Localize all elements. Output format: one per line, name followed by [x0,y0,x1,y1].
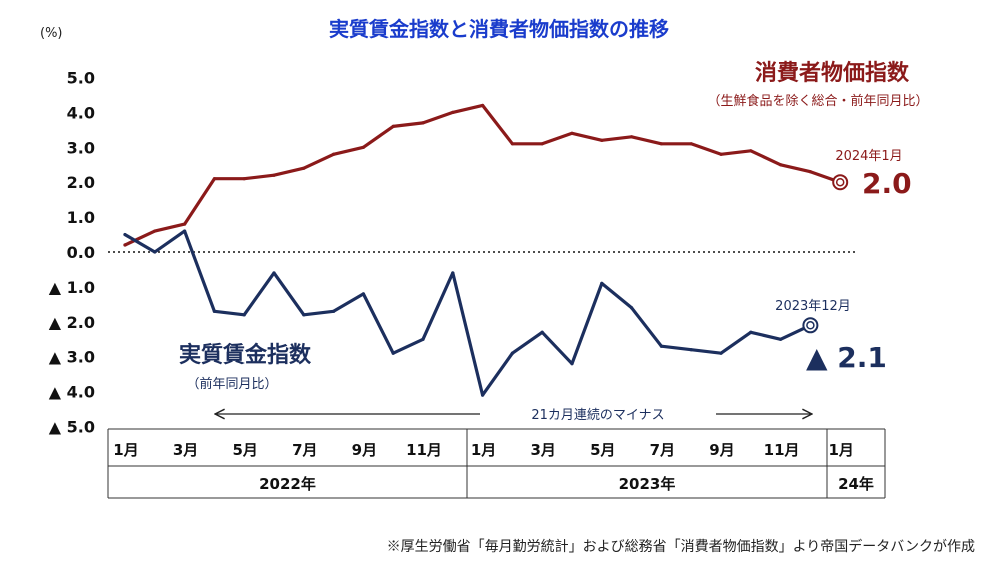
wage-data-point [361,292,365,296]
cpi-data-point [749,149,753,153]
y-tick-label: 4.0 [67,103,95,122]
footnote: ※厚生労働省「毎月勤労統計」および総務省「消費者物価指数」より帝国データバンクが… [387,538,975,555]
cpi-data-point [540,142,544,146]
cpi-end-marker-inner [835,177,845,187]
year-label: 24年 [838,475,874,493]
wage-data-point [749,330,753,334]
wage-data-point [153,250,157,254]
wage-series-subtitle: （前年同月比） [186,376,277,392]
cpi-data-point [153,229,157,233]
wage-end-date: 2023年12月 [775,299,851,314]
y-tick-label: 5.0 [67,69,95,88]
cpi-data-point [451,110,455,114]
wage-data-point [183,229,187,233]
x-tick-label: 1月 [828,441,853,459]
y-tick-label: ▲ 5.0 [49,418,95,437]
y-tick-label: 3.0 [67,138,95,157]
wage-data-point [540,330,544,334]
wage-data-point [689,348,693,352]
wage-end-marker-inner [806,321,815,330]
wage-data-point [123,232,127,237]
x-tick-label: 1月 [113,441,138,459]
cpi-data-point [391,124,395,128]
cpi-data-point [123,243,127,247]
x-tick-label: 3月 [173,441,198,459]
wage-data-point [302,313,306,317]
cpi-data-point [570,131,574,135]
wage-data-point [510,351,514,355]
wage-data-point [332,309,336,313]
cpi-data-point [600,138,604,142]
cpi-end-value: 2.0 [862,167,912,200]
x-tick-label: 1月 [471,441,496,459]
cpi-data-point [808,170,813,174]
wage-series-name: 実質賃金指数 [179,342,312,368]
cpi-data-point [689,142,693,146]
cpi-data-point [272,173,276,177]
y-tick-label: ▲ 1.0 [49,278,95,297]
x-tick-label: 11月 [406,441,442,459]
cpi-end-date: 2024年1月 [835,149,902,164]
x-tick-label: 3月 [530,441,555,459]
x-tick-label: 11月 [764,441,800,459]
wage-data-point [630,306,634,310]
wage-data-point [421,337,425,341]
wage-data-point [242,313,246,317]
year-label: 2022年 [259,475,316,493]
wage-end-value: ▲ 2.1 [806,341,887,374]
y-tick-label: 0.0 [67,243,95,262]
cpi-data-point [719,152,723,156]
cpi-data-point [481,103,485,108]
x-tick-label: 9月 [352,441,377,459]
wage-data-point [481,393,485,397]
y-tick-label: 1.0 [67,208,95,227]
y-tick-label: ▲ 3.0 [49,348,95,367]
y-tick-label: 2.0 [67,173,95,192]
x-tick-label: 7月 [650,441,675,459]
cpi-data-point [630,135,634,139]
annotation-label: 21カ月連続のマイナス [531,408,664,423]
x-tick-label: 7月 [292,441,317,459]
cpi-data-point [361,145,365,149]
x-tick-label: 5月 [590,441,615,459]
wage-data-point [659,344,664,348]
cpi-data-point [332,152,336,156]
wage-data-point [779,337,783,341]
cpi-data-point [510,142,514,146]
year-label: 2023年 [619,475,676,493]
cpi-data-point [242,177,246,181]
cpi-data-point [659,142,664,146]
wage-data-point [212,309,216,313]
y-tick-label: ▲ 2.0 [49,313,95,332]
wage-data-point [272,271,276,275]
cpi-data-point [421,121,425,125]
y-axis-unit: (%) [40,26,63,41]
wage-data-point [451,271,455,275]
wage-data-point [391,351,395,355]
x-tick-label: 5月 [232,441,257,459]
cpi-data-point [302,166,306,170]
cpi-series-subtitle: （生鮮食品を除く総合・前年同月比） [707,93,928,109]
cpi-series-line [123,103,842,247]
cpi-data-point [779,163,783,167]
cpi-data-point [183,222,187,226]
x-tick-label: 9月 [709,441,734,459]
wage-data-point [600,281,604,286]
cpi-data-point [212,177,216,181]
wage-data-point [719,351,723,355]
chart-title: 実質賃金指数と消費者物価指数の推移 [329,17,669,41]
wage-series-line [123,229,813,397]
y-tick-label: ▲ 4.0 [49,383,95,402]
cpi-series-name: 消費者物価指数 [755,60,910,86]
wage-data-point [570,362,574,366]
